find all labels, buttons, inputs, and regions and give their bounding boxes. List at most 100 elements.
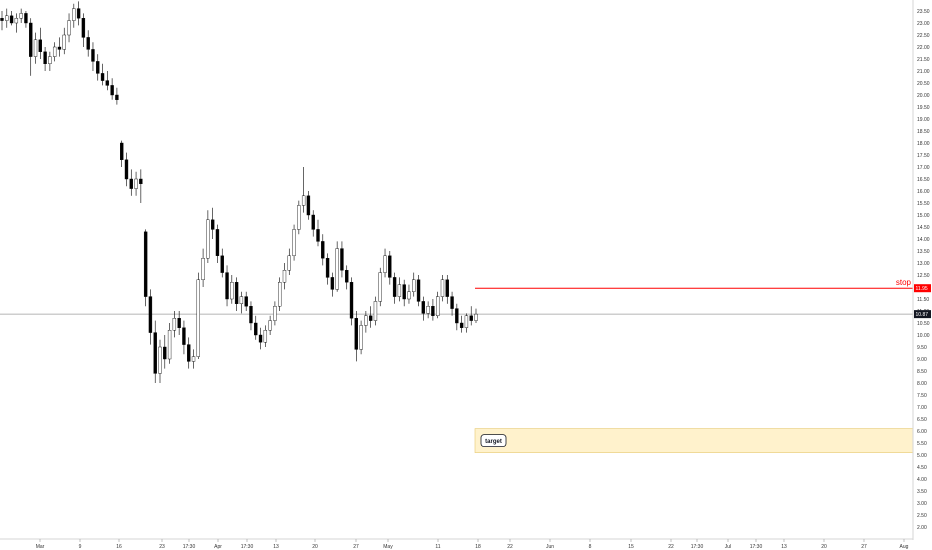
candle [48, 51, 52, 71]
candle [143, 229, 148, 307]
target-zone[interactable] [474, 428, 914, 453]
candle [239, 291, 244, 314]
time-scale[interactable]: Mar 9 16 23 17:30 Apr 17:30 13 20 27 May 11 18 22 Jun 8… [36, 539, 909, 550]
candle [282, 263, 287, 290]
time-tick-label: 17:30 [750, 544, 763, 550]
candle [364, 311, 368, 333]
candle [0, 11, 4, 31]
price-tick-label: 23.00 [917, 21, 930, 27]
candle [139, 169, 143, 203]
candle [196, 272, 200, 359]
candle [220, 248, 224, 278]
candle [436, 291, 440, 319]
candle [378, 267, 382, 307]
candle [263, 325, 268, 347]
stop-price-tag: 11.95 [916, 286, 928, 292]
candle [306, 191, 311, 220]
candle [292, 224, 296, 261]
candle [330, 272, 335, 297]
candle [407, 284, 411, 304]
price-tick-label: 5.50 [917, 441, 927, 447]
price-tick-label: 12.50 [917, 273, 930, 279]
price-tick-label: 16.50 [917, 177, 930, 183]
target-label-box[interactable] [480, 434, 507, 448]
time-tick-label: 27 [861, 544, 867, 550]
price-scale[interactable]: 23.50 23.00 22.50 22.00 21.50 21.00 20.50 20.00… [917, 9, 930, 531]
time-tick-label: 27 [353, 544, 359, 550]
candle [14, 13, 19, 33]
price-tick-label: 19.50 [917, 105, 930, 111]
candle [316, 219, 320, 247]
candles-layer [0, 1, 478, 383]
time-tick-label: Aug [900, 544, 909, 550]
candle [464, 313, 469, 333]
time-tick-label: 22 [668, 544, 674, 550]
candle [52, 42, 57, 62]
price-tick-label: 21.00 [917, 69, 930, 75]
price-tick-label: 22.00 [917, 45, 930, 51]
price-tick-label: 7.50 [917, 393, 927, 399]
candle [402, 279, 406, 307]
price-tick-label: 6.50 [917, 417, 927, 423]
price-tick-label: 21.50 [917, 57, 930, 63]
candle [215, 224, 220, 263]
price-tick-label: 16.00 [917, 189, 930, 195]
candle [397, 277, 402, 302]
price-tick-label: 14.50 [917, 225, 930, 231]
time-tick-label: 9 [79, 544, 82, 550]
candle [115, 87, 119, 105]
candle [301, 167, 306, 213]
price-tick-label: 15.00 [917, 213, 930, 219]
price-tick-label: 17.50 [917, 153, 930, 159]
time-tick-label: 22 [507, 544, 513, 550]
price-tick-label: 22.50 [917, 33, 930, 39]
candle [431, 299, 435, 321]
price-tick-label: 8.50 [917, 369, 927, 375]
candle [177, 311, 181, 335]
time-tick-label: May [383, 544, 393, 550]
candle [440, 275, 445, 302]
candle [297, 200, 301, 235]
candle [110, 78, 114, 100]
candle [5, 8, 9, 28]
price-tick-label: 20.50 [917, 81, 930, 87]
price-tick-label: 5.00 [917, 453, 927, 459]
candle [412, 272, 416, 297]
price-tick-label: 2.50 [917, 513, 927, 519]
candle [76, 1, 81, 26]
candle [225, 265, 229, 307]
candle [67, 13, 71, 43]
candle [191, 349, 196, 369]
candle [445, 275, 449, 304]
candle [450, 291, 454, 316]
candle [469, 306, 473, 326]
stop-label: stop [896, 278, 912, 287]
candle [474, 308, 478, 323]
time-tick-label: 15 [628, 544, 634, 550]
time-tick-label: 23 [159, 544, 165, 550]
candle [163, 335, 167, 369]
candle [368, 306, 373, 328]
candle [210, 207, 215, 239]
candle [62, 27, 66, 55]
price-tick-label: 10.00 [917, 333, 930, 339]
candle [57, 37, 62, 57]
candle [100, 63, 105, 86]
candle [134, 171, 138, 196]
candle [81, 13, 86, 47]
time-tick-label: 8 [589, 544, 592, 550]
candle [33, 32, 38, 64]
last-price-tag: 10.87 [916, 312, 929, 318]
candle [373, 296, 378, 326]
candle [268, 315, 272, 335]
time-tick-label: 11 [435, 544, 440, 550]
candle [416, 275, 421, 307]
price-tick-label: 14.00 [917, 237, 930, 243]
candle [230, 275, 234, 304]
candle [254, 315, 258, 340]
candle [124, 152, 129, 187]
time-tick-label: 20 [821, 544, 827, 550]
price-tick-label: 20.00 [917, 93, 930, 99]
candle [383, 248, 387, 278]
